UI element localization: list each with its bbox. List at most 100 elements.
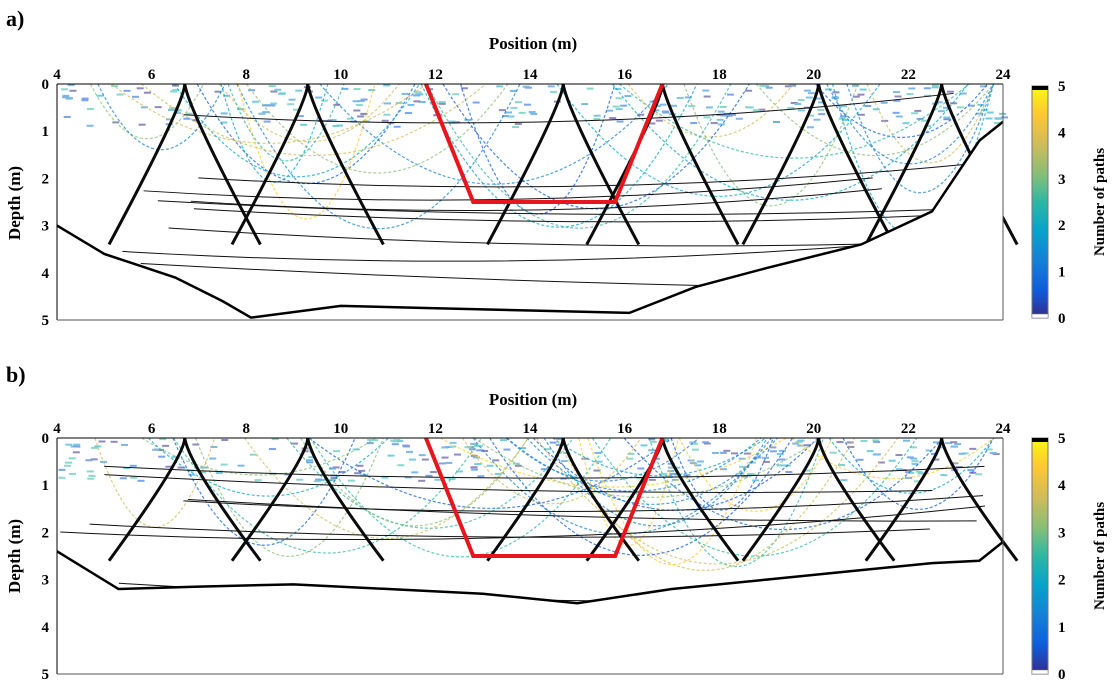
panel-a-y-tick-label: 0 [42, 77, 50, 93]
ray-cell [173, 112, 181, 115]
ray-cell [754, 456, 762, 459]
ray-cell [296, 115, 304, 118]
ray-cell [332, 124, 340, 127]
ray-cell [65, 97, 73, 100]
ray-cell [86, 124, 94, 127]
ray-cell [169, 107, 177, 110]
ray-cell [367, 438, 375, 441]
panel-a-colorbar-tick-label: 1 [1058, 265, 1066, 281]
ray-line [183, 495, 984, 513]
ray-cell [396, 439, 404, 442]
ray-arc [97, 83, 226, 151]
ray-cell [504, 111, 512, 114]
ray-cell [818, 113, 826, 116]
ray-cell [445, 445, 453, 448]
panel-a-x-axis-title: Position (m) [489, 34, 577, 53]
ray-line [122, 240, 915, 262]
ray-cell [143, 91, 151, 94]
ray-arc [89, 83, 205, 140]
ray-cell [162, 444, 170, 447]
ray-cell [690, 122, 698, 125]
ray-cell [518, 111, 526, 114]
ray-cell [803, 469, 811, 472]
ray-cell [581, 457, 589, 460]
ray-cell [329, 118, 337, 121]
ray-cell [691, 442, 699, 445]
ray-cell [911, 462, 919, 465]
ray-cell [836, 441, 844, 444]
panel-b-y-tick-label: 3 [42, 573, 50, 589]
ray-cell [474, 463, 482, 466]
ray-cell [407, 103, 415, 106]
thick-ray [864, 437, 944, 562]
ray-arc [308, 437, 673, 509]
ray-cell [73, 443, 81, 446]
ray-cell [924, 94, 932, 97]
ray-cell [510, 106, 518, 109]
ray-cell [797, 439, 805, 442]
ray-line [104, 474, 933, 493]
ray-arc [543, 437, 768, 527]
ray-cell [817, 108, 825, 111]
panel-b-y-tick-label: 4 [42, 620, 50, 636]
ray-cell [514, 464, 522, 467]
ray-arc [842, 437, 995, 510]
ray-cell [170, 90, 178, 93]
thick-ray [817, 83, 896, 246]
ray-cell [515, 101, 523, 104]
ray-cell [415, 93, 423, 96]
ray-cell [856, 458, 864, 461]
ray-cell [776, 452, 784, 455]
ray-cell [925, 449, 933, 452]
ray-cell [738, 465, 746, 468]
panel-b-colorbar-tick-label: 2 [1058, 573, 1066, 589]
ray-cell [688, 105, 696, 108]
panel-a-colorbar-tick-label: 2 [1058, 218, 1066, 234]
ray-cell [519, 447, 527, 450]
ray-cell [65, 461, 73, 464]
ray-cell [158, 455, 166, 458]
ray-cell [360, 474, 368, 477]
ray-cell [306, 459, 314, 462]
ray-cell [950, 441, 958, 444]
ray-cell [909, 446, 917, 449]
ray-cell [932, 458, 940, 461]
ray-cell [752, 109, 760, 112]
ray-cell [512, 462, 520, 465]
ray-cell [200, 466, 208, 469]
panel-b-x-ticks: 4 6 8 10 12 14 16 18 20 22 24 [53, 421, 1011, 442]
ray-cell [271, 438, 279, 441]
ray-cell [930, 452, 938, 455]
ray-cell [773, 120, 781, 123]
ray-cell [784, 85, 792, 88]
ray-cell [560, 460, 568, 463]
ray-cell [906, 456, 914, 459]
ray-cell [959, 92, 967, 95]
thick-ray [940, 437, 1019, 562]
ray-cell [528, 111, 536, 114]
ray-arc [420, 83, 698, 228]
ray-cell [111, 85, 119, 88]
ray-cell [503, 448, 511, 451]
ray-cell [524, 103, 532, 106]
ray-cell [581, 103, 589, 106]
panel-a-colorbar [1031, 85, 1049, 319]
ray-cell [806, 114, 814, 117]
ray-cell [792, 442, 800, 445]
ray-cell [762, 460, 770, 463]
ray-cell [81, 97, 89, 100]
thick-ray [864, 83, 944, 246]
ray-cell [544, 448, 552, 451]
ray-cell [711, 451, 719, 454]
ray-cell [676, 96, 684, 99]
ray-cell [661, 110, 669, 113]
ray-cell [288, 98, 296, 101]
ray-cell [362, 120, 370, 123]
ray-cell [797, 109, 805, 112]
ray-arc [532, 437, 819, 512]
ray-cell [940, 474, 948, 477]
ray-cell [514, 122, 522, 125]
ray-cell [769, 446, 777, 449]
ray-cell [136, 87, 144, 90]
ray-cell [806, 126, 814, 129]
